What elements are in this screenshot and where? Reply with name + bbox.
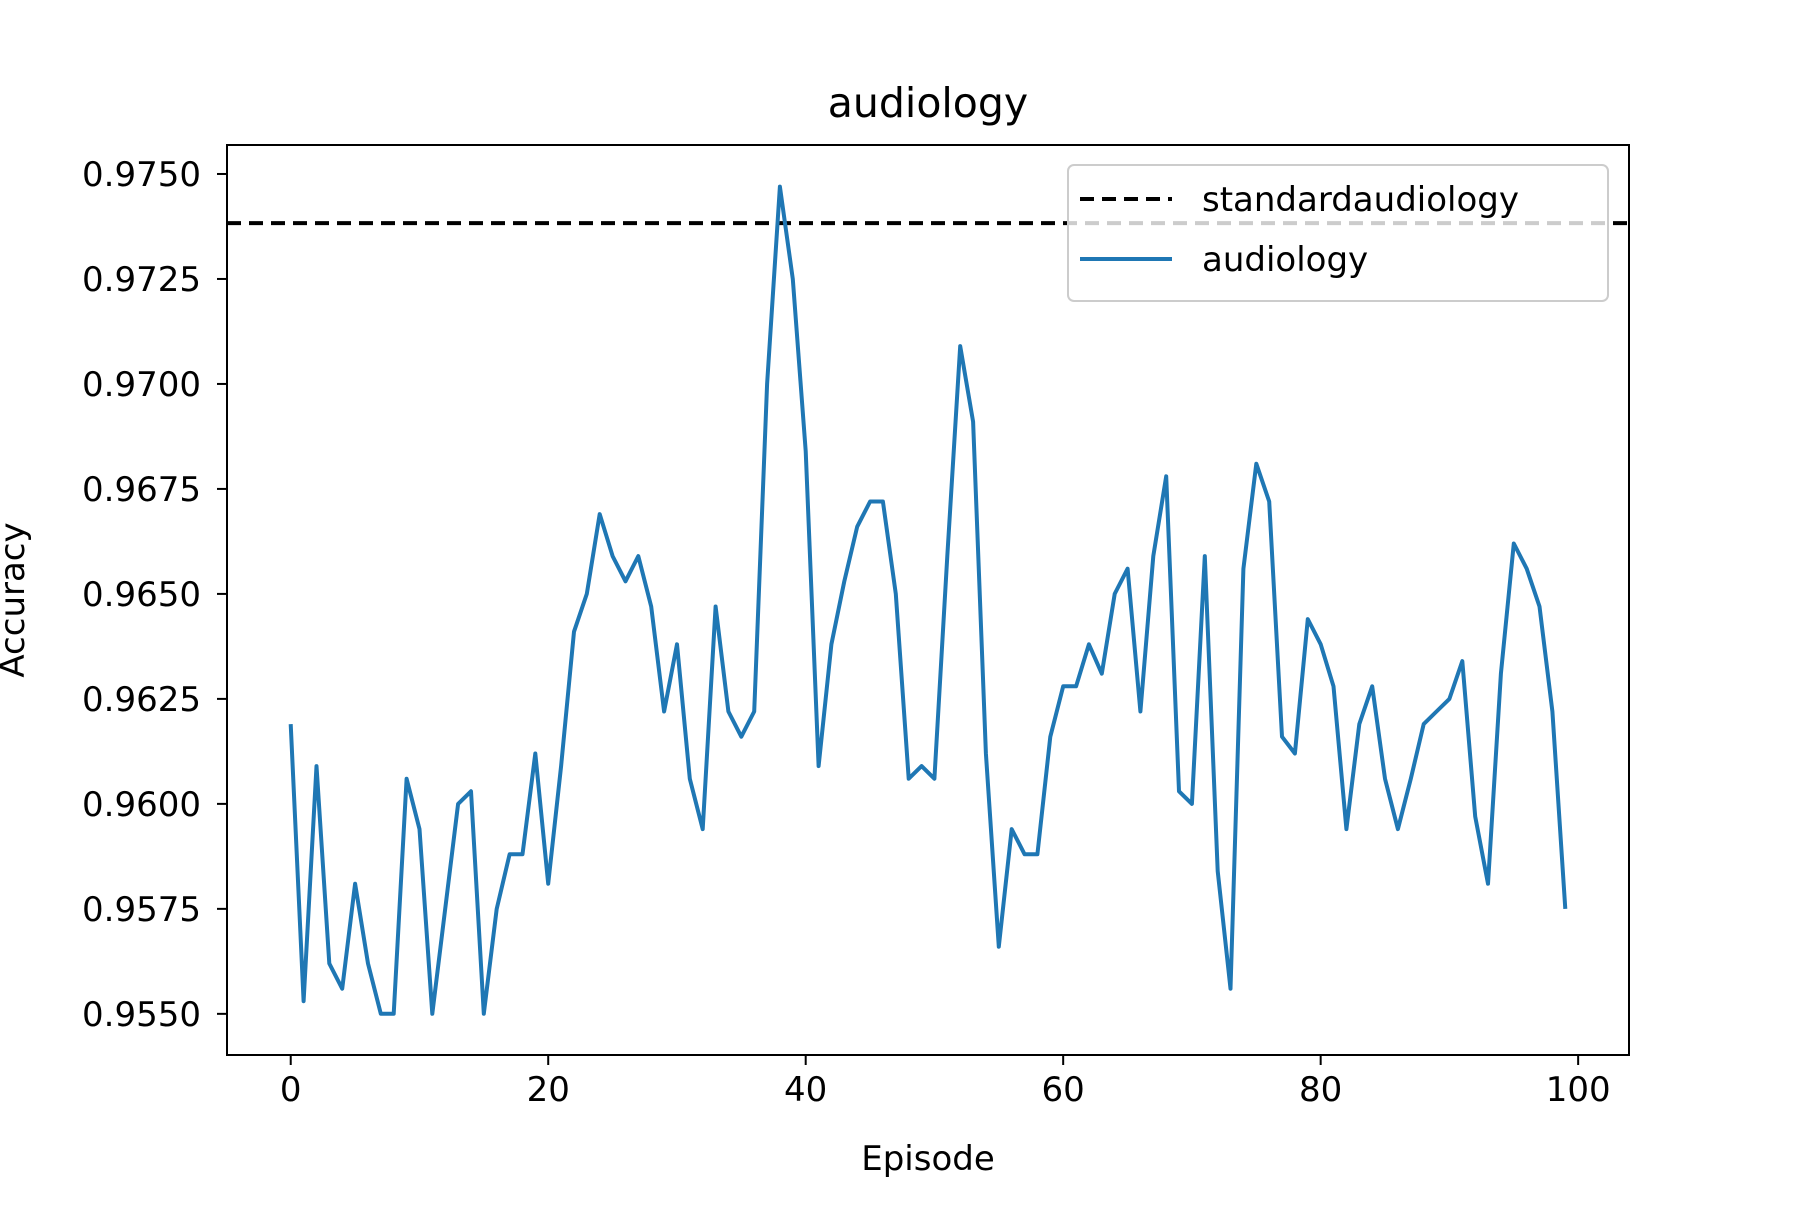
y-tick-label: 0.9675: [82, 470, 201, 510]
series-line-audiology: [288, 184, 1568, 1016]
legend: standardaudiology audiology: [1067, 164, 1609, 302]
y-tick-label: 0.9575: [82, 890, 201, 930]
legend-box: [1067, 164, 1609, 302]
x-tick-label: 40: [784, 1070, 827, 1110]
x-tick-label: 60: [1042, 1070, 1085, 1110]
y-tick-label: 0.9625: [82, 680, 201, 720]
y-axis-ticks: 0.9550 0.9575 0.9600 0.9625 0.9650 0.9675 0.97…: [82, 155, 227, 1035]
axes-frame: [226, 144, 1630, 1056]
x-tick-label: 100: [1546, 1070, 1611, 1110]
y-tick-label: 0.9550: [82, 995, 201, 1035]
chart-title: audiology: [828, 79, 1028, 127]
y-tick-label: 0.9750: [82, 155, 201, 195]
x-axis-ticks: 0 20 40 60 80 100: [280, 1055, 1611, 1110]
y-tick-label: 0.9600: [82, 785, 201, 825]
y-tick-label: 0.9700: [82, 365, 201, 405]
y-tick-label: 0.9650: [82, 575, 201, 615]
legend-baseline-label: standardaudiology: [1202, 180, 1519, 220]
x-axis-label: Episode: [861, 1139, 995, 1179]
legend-series-label: audiology: [1202, 240, 1368, 280]
y-axis-label: Accuracy: [0, 522, 33, 677]
y-tick-label: 0.9725: [82, 260, 201, 300]
x-tick-label: 20: [527, 1070, 570, 1110]
x-tick-label: 0: [280, 1070, 302, 1110]
x-tick-label: 80: [1299, 1070, 1342, 1110]
